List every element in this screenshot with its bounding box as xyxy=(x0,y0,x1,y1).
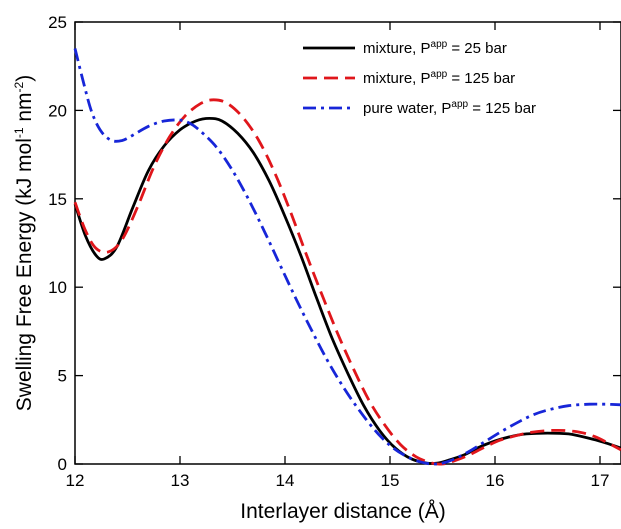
series-line-3 xyxy=(73,48,621,466)
plot-frame xyxy=(74,21,621,465)
x-tick-label: 12 xyxy=(66,471,85,490)
y-tick-label: 20 xyxy=(48,101,67,120)
y-tick-label: 25 xyxy=(48,13,67,32)
axis-ticks xyxy=(74,21,621,465)
data-series xyxy=(73,48,621,466)
legend-label-1: mixture, Papp = 25 bar xyxy=(363,39,507,57)
x-tick-label: 15 xyxy=(381,471,400,490)
y-tick-label: 0 xyxy=(58,455,67,474)
legend-label-2: mixture, Papp = 125 bar xyxy=(363,69,515,87)
axis-tick-labels: 12 13 14 15 16 17 0 5 10 15 20 25 xyxy=(48,13,609,490)
series-line-2 xyxy=(73,98,621,466)
legend: mixture, Papp = 25 bar mixture, Papp = 12… xyxy=(303,39,536,117)
x-tick-label: 16 xyxy=(486,471,505,490)
y-tick-label: 5 xyxy=(58,367,67,386)
y-axis-title: Swelling Free Energy (kJ mol-1 nm-2) xyxy=(12,75,36,411)
x-axis-title: Interlayer distance (Å) xyxy=(240,500,445,523)
y-tick-label: 10 xyxy=(48,278,67,297)
legend-label-3: pure water, Papp = 125 bar xyxy=(363,99,536,117)
x-tick-label: 14 xyxy=(276,471,295,490)
x-tick-label: 13 xyxy=(171,471,190,490)
x-tick-label: 17 xyxy=(591,471,610,490)
y-tick-label: 15 xyxy=(48,190,67,209)
